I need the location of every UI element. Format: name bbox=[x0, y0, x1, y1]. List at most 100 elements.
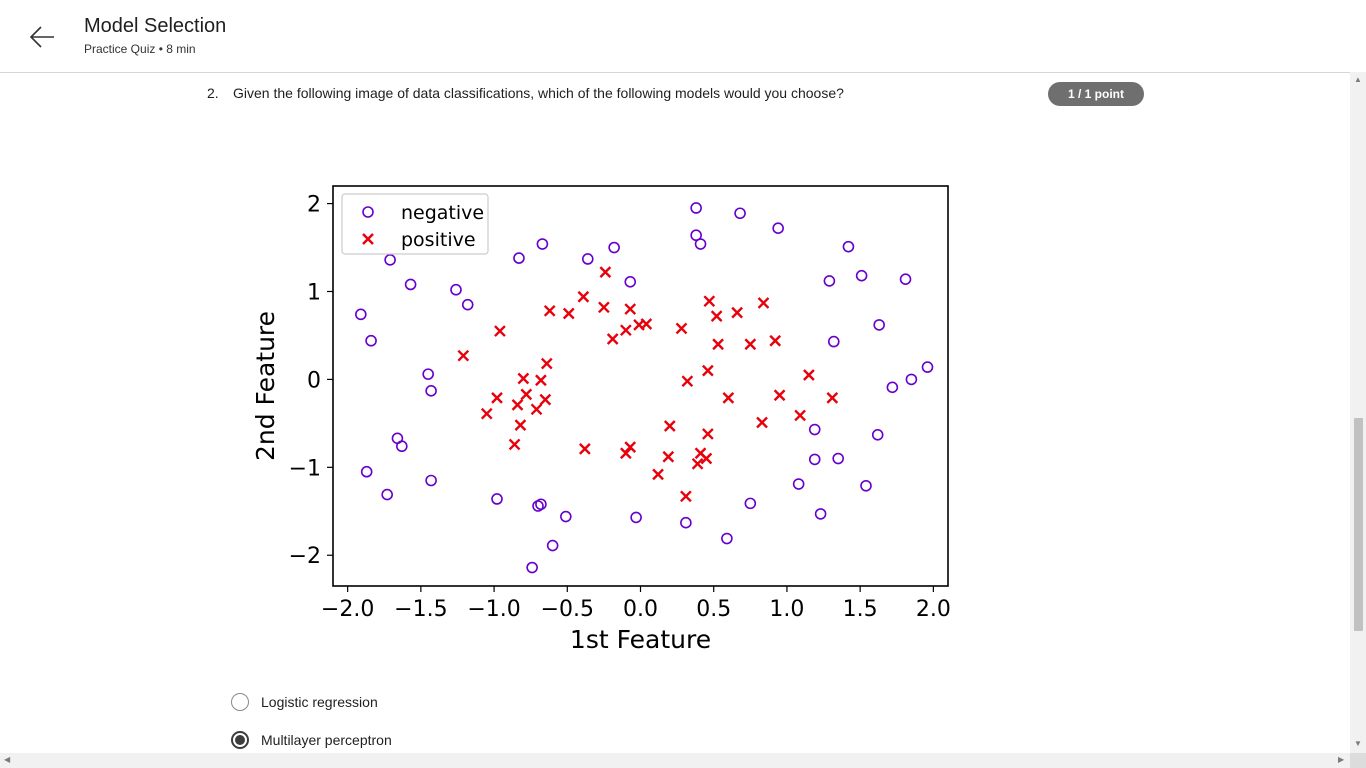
positive-point bbox=[712, 338, 724, 351]
positive-point bbox=[803, 369, 815, 381]
negative-point bbox=[381, 488, 393, 501]
positive-point bbox=[769, 334, 782, 347]
positive-point bbox=[680, 490, 692, 503]
positive-point bbox=[691, 457, 704, 470]
negative-point bbox=[827, 335, 840, 348]
negative-point bbox=[624, 276, 637, 288]
positive-point bbox=[520, 388, 533, 401]
positive-point bbox=[511, 399, 524, 411]
negative-point bbox=[384, 254, 396, 266]
positive-point bbox=[480, 407, 493, 420]
horizontal-scrollbar[interactable]: ◀ ▶ bbox=[0, 753, 1350, 768]
negative-point bbox=[513, 252, 525, 264]
legend-label-positive: positive bbox=[401, 229, 476, 251]
negative-point bbox=[355, 308, 367, 321]
negative-point bbox=[744, 497, 757, 510]
negative-point bbox=[792, 478, 805, 490]
question-text: Given the following image of data classi… bbox=[233, 85, 844, 101]
positive-point bbox=[640, 318, 653, 330]
negative-point bbox=[873, 319, 885, 331]
y-axis-label: 2nd Feature bbox=[251, 311, 280, 461]
page-subtitle: Practice Quiz • 8 min bbox=[84, 42, 196, 56]
positive-point bbox=[540, 357, 553, 370]
positive-point bbox=[543, 304, 556, 317]
positive-point bbox=[562, 307, 575, 320]
negative-point bbox=[694, 238, 707, 250]
x-tick-label: −2.0 bbox=[321, 597, 374, 622]
option-label: Logistic regression bbox=[261, 694, 378, 710]
negative-point bbox=[560, 510, 572, 523]
negative-point bbox=[690, 229, 702, 242]
question-number: 2. bbox=[207, 85, 219, 101]
scrollbar-thumb[interactable] bbox=[1354, 418, 1363, 631]
x-tick-label: 1.5 bbox=[843, 597, 878, 622]
positive-point bbox=[491, 392, 503, 404]
positive-point bbox=[620, 324, 632, 337]
back-button[interactable] bbox=[26, 21, 58, 53]
negative-point bbox=[832, 452, 844, 465]
positive-point bbox=[681, 375, 694, 388]
negative-point bbox=[536, 238, 549, 250]
scroll-right-icon[interactable]: ▶ bbox=[1338, 755, 1345, 764]
legend-box bbox=[341, 193, 489, 255]
negative-point bbox=[630, 511, 642, 524]
y-tick-label: −2 bbox=[289, 544, 321, 569]
positive-point bbox=[514, 419, 527, 431]
y-tick-label: 1 bbox=[307, 280, 321, 305]
positive-point bbox=[579, 443, 591, 455]
x-tick-label: 1.0 bbox=[769, 597, 804, 622]
positive-point bbox=[675, 322, 688, 335]
negative-point bbox=[860, 479, 872, 492]
positive-point bbox=[703, 295, 716, 308]
y-tick-label: −1 bbox=[289, 456, 321, 481]
scroll-left-icon[interactable]: ◀ bbox=[4, 755, 11, 764]
legend-marker-positive bbox=[362, 233, 374, 245]
positive-point bbox=[508, 438, 521, 451]
negative-point bbox=[690, 202, 702, 214]
negative-point bbox=[425, 385, 437, 397]
positive-point bbox=[624, 303, 637, 315]
positive-point bbox=[826, 392, 839, 404]
positive-point bbox=[794, 409, 806, 422]
negative-point bbox=[905, 373, 918, 386]
positive-point bbox=[773, 389, 786, 402]
scroll-down-icon[interactable]: ▼ bbox=[1354, 739, 1362, 748]
radio-button[interactable] bbox=[231, 693, 249, 711]
positive-point bbox=[756, 416, 768, 429]
points-badge: 1 / 1 point bbox=[1048, 82, 1144, 106]
y-tick-label: 0 bbox=[307, 368, 321, 393]
negative-point bbox=[404, 278, 417, 291]
x-axis-label: 1st Feature bbox=[570, 625, 711, 654]
vertical-scrollbar[interactable]: ▲ ▼ bbox=[1350, 72, 1366, 753]
radio-button-selected[interactable] bbox=[231, 731, 249, 749]
x-tick-label: 0.5 bbox=[696, 597, 731, 622]
positive-point bbox=[530, 403, 543, 416]
negative-point bbox=[921, 361, 934, 373]
negative-point bbox=[855, 269, 868, 282]
scrollbar-corner bbox=[1350, 753, 1366, 768]
positive-point bbox=[702, 364, 714, 377]
positive-point bbox=[577, 290, 590, 303]
negative-point bbox=[422, 368, 434, 380]
positive-point bbox=[535, 374, 547, 387]
page-title: Model Selection bbox=[84, 15, 227, 37]
x-tick-label: −1.5 bbox=[394, 597, 447, 622]
y-tick-label: 2 bbox=[307, 193, 321, 218]
negative-point bbox=[871, 428, 884, 441]
positive-point bbox=[700, 452, 713, 465]
negative-point bbox=[360, 465, 373, 478]
scroll-up-icon[interactable]: ▲ bbox=[1354, 75, 1362, 84]
negative-point bbox=[526, 561, 538, 574]
negative-point bbox=[608, 241, 620, 254]
x-tick-label: 2.0 bbox=[916, 597, 951, 622]
option-multilayer-perceptron[interactable]: Multilayer perceptron bbox=[231, 729, 392, 751]
negative-point bbox=[425, 474, 437, 487]
positive-point bbox=[620, 447, 632, 460]
positive-point bbox=[710, 310, 723, 322]
positive-point bbox=[457, 349, 470, 362]
positive-point bbox=[494, 325, 506, 337]
x-tick-label: 0.0 bbox=[623, 597, 658, 622]
option-logistic-regression[interactable]: Logistic regression bbox=[231, 691, 378, 713]
positive-point bbox=[663, 420, 676, 432]
negative-point bbox=[808, 423, 821, 436]
